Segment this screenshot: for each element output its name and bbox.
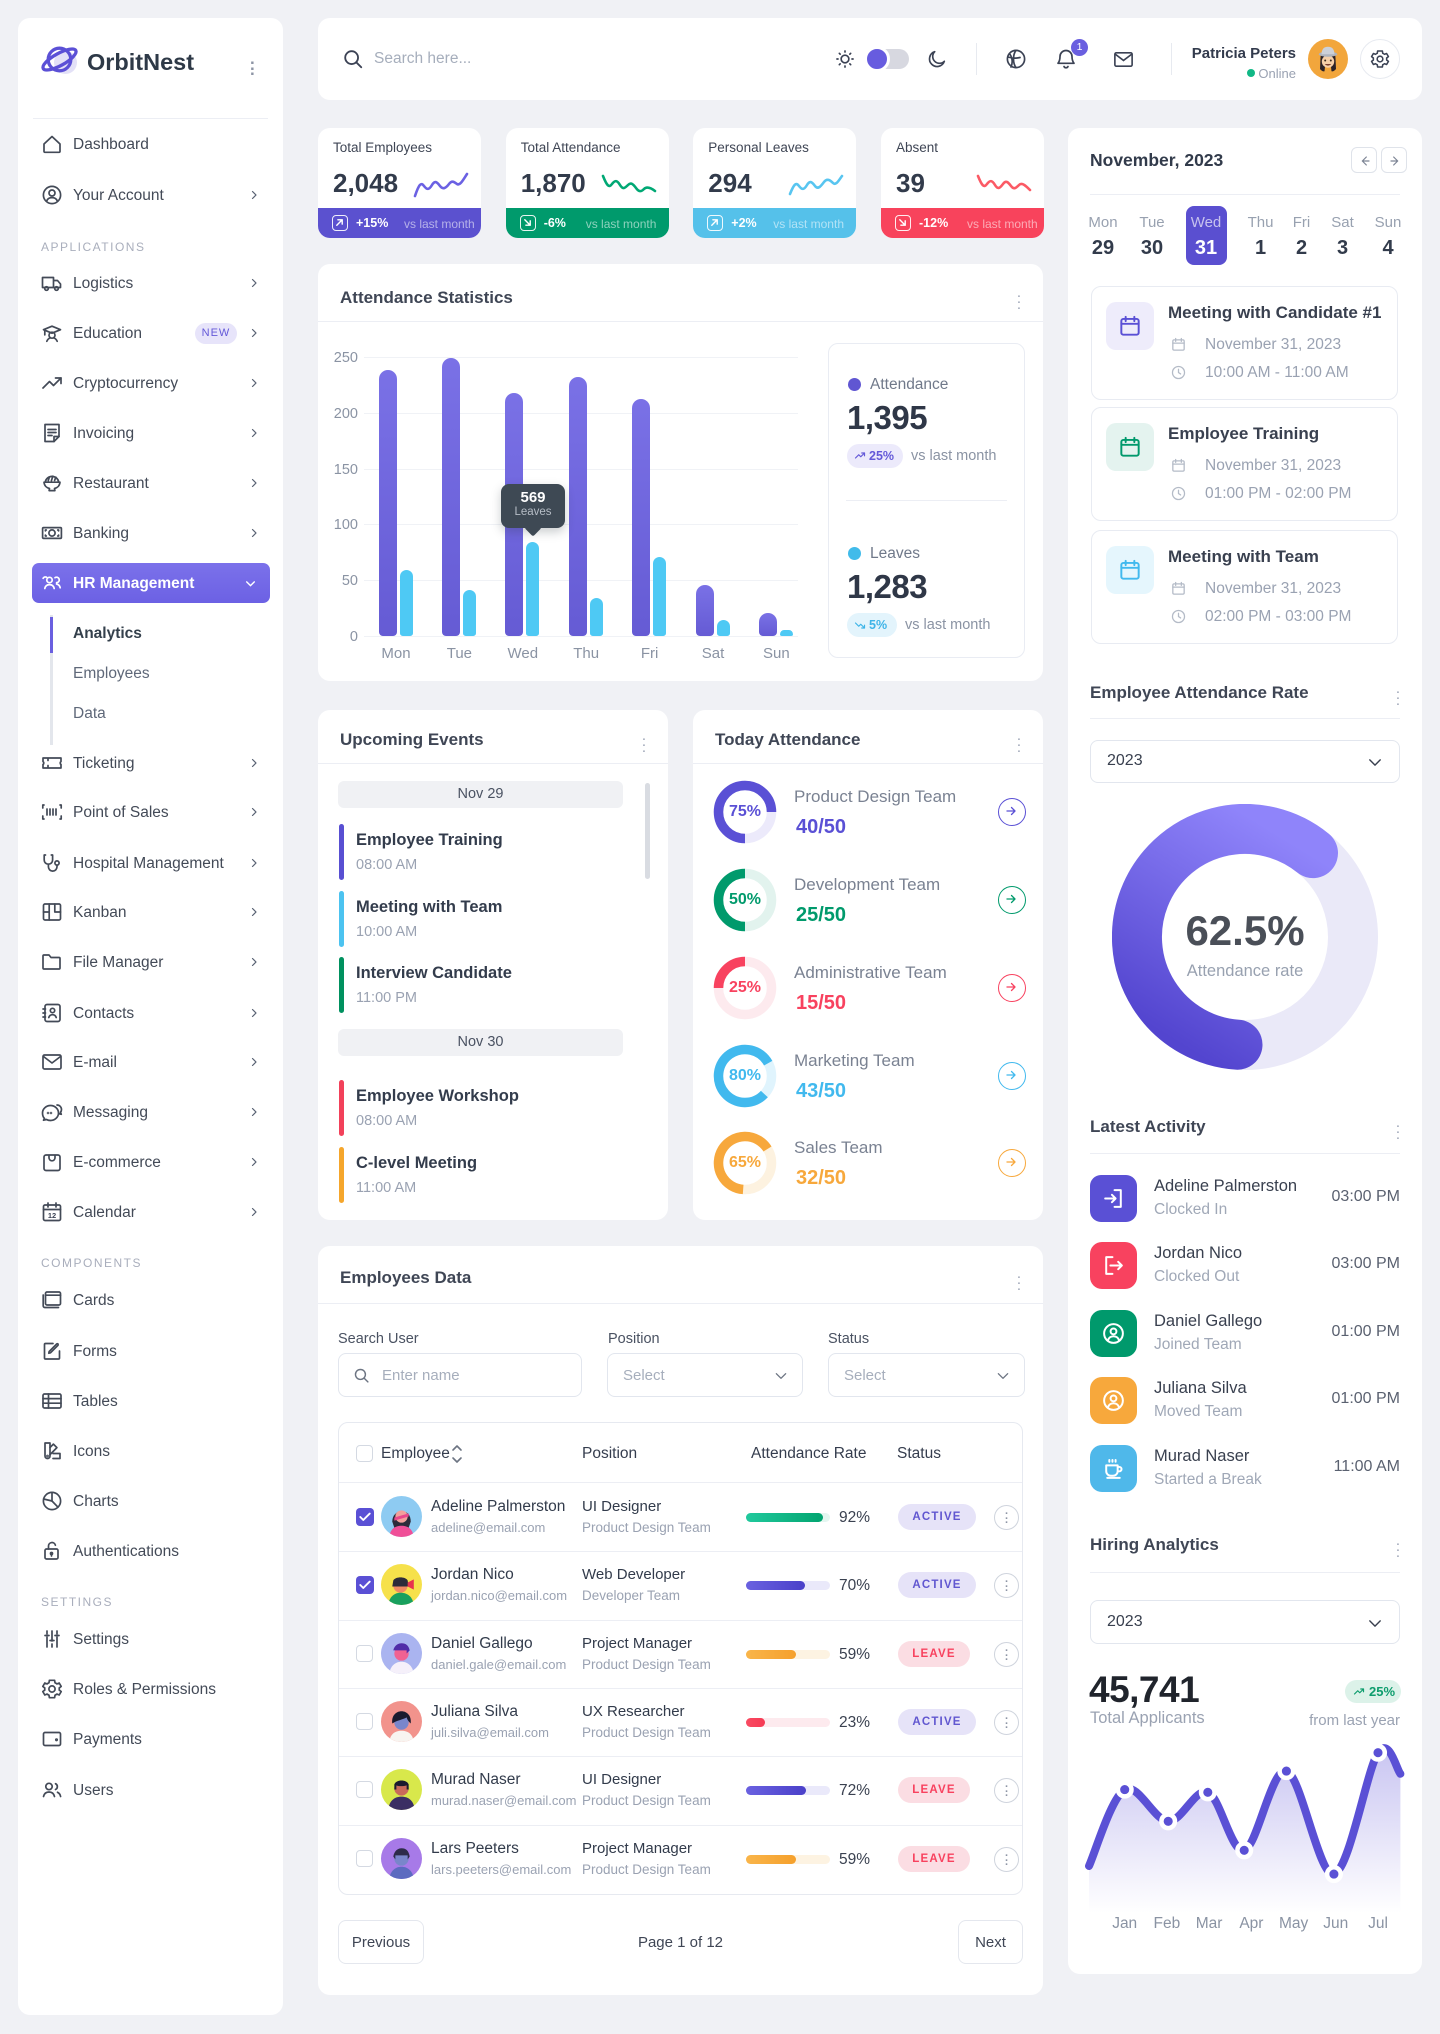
- svg-text:12: 12: [48, 1211, 56, 1220]
